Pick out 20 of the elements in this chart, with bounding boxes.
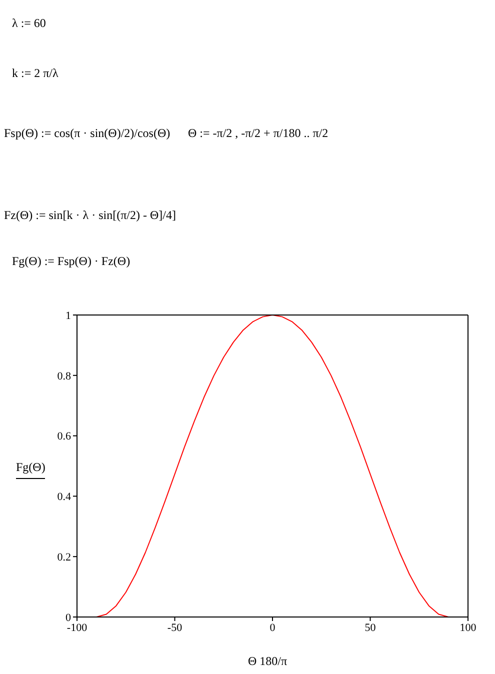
x-tick-label: -50: [167, 622, 183, 634]
x-tick-label: -100: [66, 622, 88, 634]
x-tick-label: 0: [270, 622, 276, 634]
line-series: [96, 315, 449, 617]
text: λ := 60: [12, 16, 46, 31]
x-tick-label: 100: [460, 622, 477, 634]
x-tick-label: 50: [364, 622, 376, 634]
y-tick-label: 0.8: [57, 370, 72, 382]
text: Θ := -π/2 , -π/2 + π/180 .. π/2: [188, 126, 328, 141]
text: Fz(Θ) := sin[k · λ · sin[(π/2) - Θ]/4]: [4, 208, 176, 223]
text: k := 2 π/λ: [12, 66, 58, 81]
y-tick-label: 0: [66, 612, 72, 624]
y-axis-title: Fg(Θ): [16, 460, 46, 479]
y-tick-label: 0.4: [57, 491, 72, 504]
y-tick-label: 0.2: [57, 552, 71, 564]
text: Fg(Θ) := Fsp(Θ) · Fz(Θ): [12, 254, 130, 269]
text: Fsp(Θ) := cos(π · sin(Θ)/2)/cos(Θ): [4, 126, 170, 141]
y-tick-label: 0.6: [57, 430, 72, 443]
x-axis-title: Θ 180/π: [248, 654, 288, 669]
y-tick-label: 1: [66, 310, 71, 322]
